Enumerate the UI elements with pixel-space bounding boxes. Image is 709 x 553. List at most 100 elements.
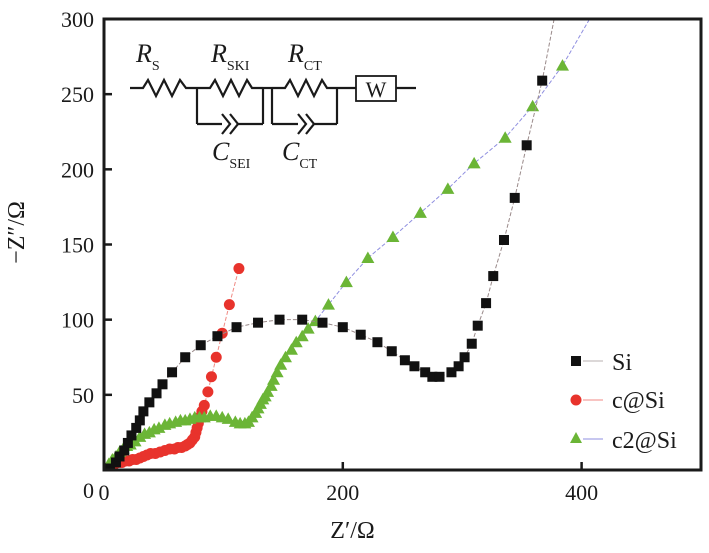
data-point-si [409, 361, 420, 372]
data-point-si [253, 317, 264, 328]
legend: Si c@Si c2@Si [570, 350, 677, 454]
data-point-si [297, 314, 308, 325]
data-point-si [138, 406, 149, 417]
data-point-si [151, 388, 162, 399]
data-point-si [509, 192, 520, 203]
legend-item-c2-si: c2@Si [570, 428, 677, 454]
label-warburg: W [366, 77, 387, 102]
resistor-rski [197, 77, 263, 99]
x-tick-label: 0 [99, 480, 110, 505]
legend-label-c2-si: c2@Si [612, 428, 677, 454]
data-point-c2-at-si [467, 156, 481, 169]
data-point-c2-at-si [555, 59, 569, 71]
data-point-si [537, 75, 548, 86]
label-rct: RCT [287, 39, 322, 74]
data-point-si [157, 379, 168, 390]
data-point-si [134, 415, 145, 426]
ticks-layer: 0 200 400 0 50 100 150 200 250 300 [61, 7, 598, 505]
data-point-c2-at-si [267, 373, 281, 385]
data-point-c2-at-si [264, 379, 278, 391]
plot-area [104, 19, 590, 470]
x-axis-label: Z′/Ω [330, 518, 374, 544]
data-point-c2-at-si [278, 350, 292, 363]
data-point-si [119, 445, 130, 456]
data-point-si [126, 430, 137, 441]
data-point-c-at-si [205, 371, 217, 383]
data-point-si [446, 367, 457, 378]
y-tick-label: 50 [72, 383, 94, 408]
data-point-si [488, 271, 499, 282]
data-point-si [104, 463, 115, 470]
y-tick-label: 200 [61, 157, 94, 182]
legend-marker-triangle [570, 432, 582, 443]
data-point-c2-at-si [413, 206, 427, 218]
data-point-c2-at-si [339, 275, 353, 288]
x-tick-label: 200 [326, 480, 359, 505]
label-cct: CCT [282, 137, 318, 172]
data-point-si [459, 352, 470, 363]
label-rski: RSKI [210, 39, 250, 74]
legend-label-c-si: c@Si [612, 388, 665, 414]
data-point-si [427, 371, 438, 382]
data-point-si [131, 422, 142, 433]
label-rs: RS [135, 39, 160, 74]
data-point-si [195, 340, 206, 351]
legend-item-c-si: c@Si [570, 388, 665, 414]
equivalent-circuit-inset [130, 75, 416, 135]
data-point-c2-at-si [289, 335, 303, 348]
data-point-si [399, 355, 410, 366]
data-point-si [472, 320, 483, 331]
y-tick-label: 0 [83, 478, 94, 503]
data-point-si [481, 298, 492, 309]
y-axis-label: −Z″/Ω [4, 201, 30, 264]
resistor-rct [272, 77, 337, 99]
data-point-c2-at-si [284, 343, 298, 355]
data-point-si [231, 322, 242, 333]
capacitor-csei-plate1 [221, 113, 232, 135]
data-point-si [521, 140, 532, 151]
data-point-si [114, 451, 125, 462]
data-point-si [144, 397, 155, 408]
data-point-c-at-si [233, 263, 245, 275]
data-point-c2-at-si [386, 230, 400, 242]
data-point-si [317, 317, 328, 328]
data-point-si [122, 437, 133, 448]
data-point-si [372, 337, 383, 348]
data-point-c2-at-si [221, 412, 235, 424]
data-point-si [212, 331, 223, 342]
data-point-si [167, 367, 178, 378]
data-point-c-at-si [202, 386, 214, 398]
y-tick-label: 300 [61, 7, 94, 32]
data-point-c2-at-si [274, 358, 288, 370]
data-point-si [180, 352, 191, 363]
data-point-si [453, 361, 464, 372]
data-point-si [110, 457, 121, 468]
legend-marker-square [571, 356, 581, 366]
data-point-si [386, 346, 397, 357]
data-point-si [274, 314, 285, 325]
series-layer [104, 19, 590, 470]
circuit-labels: RS RSKI RCT CSEI CCT W [135, 39, 387, 172]
data-point-c2-at-si [295, 329, 309, 342]
data-point-c2-at-si [270, 365, 284, 378]
legend-marker-circle [570, 394, 582, 406]
data-point-si [420, 367, 431, 378]
y-tick-label: 150 [61, 233, 94, 258]
data-point-si [498, 234, 509, 245]
data-point-si [337, 322, 348, 333]
data-point-c2-at-si [321, 298, 335, 310]
data-point-c2-at-si [301, 322, 315, 334]
y-tick-label: 250 [61, 82, 94, 107]
data-point-c-at-si [210, 351, 222, 363]
y-tick-label: 100 [61, 308, 94, 333]
legend-item-si: Si [571, 350, 632, 376]
data-point-si [466, 338, 477, 349]
data-point-c-at-si [198, 399, 210, 411]
legend-label-si: Si [612, 350, 632, 376]
data-point-c2-at-si [498, 131, 512, 143]
data-point-si [434, 371, 445, 382]
resistor-rs [130, 77, 197, 99]
x-tick-label: 400 [565, 480, 598, 505]
label-csei: CSEI [212, 137, 251, 172]
